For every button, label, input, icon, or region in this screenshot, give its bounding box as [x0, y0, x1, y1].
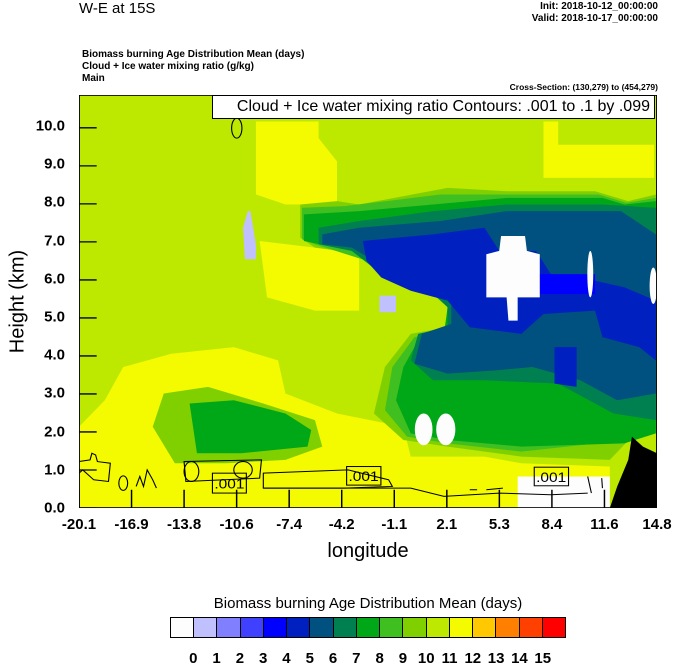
region-age-8: [189, 400, 312, 454]
cross-section-plot: .001 .001 .001: [79, 95, 657, 508]
region-age-12: [79, 347, 610, 508]
y-tick-label: 6.0: [44, 270, 65, 288]
x-tick-label: 8.4: [541, 516, 563, 533]
y-tick-label: 5.0: [44, 308, 65, 326]
colorbar-swatch: [171, 618, 195, 637]
colorbar-label: 0: [189, 650, 198, 667]
cloud-contours: [79, 117, 603, 497]
colorbar-swatch: [240, 618, 264, 637]
colorbar-swatch: [287, 618, 311, 637]
x-tick-label: -7.4: [276, 516, 303, 533]
colorbar-swatch: [449, 618, 474, 637]
subtitle-field: Biomass burning Age Distribution Mean (d…: [82, 49, 305, 60]
region-age-1: [379, 295, 397, 313]
contour-legend: Cloud + Ice water mixing ratio Contours:…: [212, 95, 655, 119]
colorbar-swatch: [194, 618, 218, 637]
svg-text:.001: .001: [214, 477, 244, 492]
subtitle-run: Main: [82, 73, 105, 84]
y-tick-label: 0.0: [44, 499, 65, 517]
region-age-1: [243, 211, 256, 260]
colorbar-swatch: [519, 618, 543, 637]
region-age-0: [414, 413, 433, 446]
region-age-0: [517, 476, 610, 508]
contour-label: .001: [346, 466, 382, 486]
y-tick-label: 4.0: [44, 346, 65, 364]
region-age-0: [486, 235, 540, 321]
y-tick-label: 10.0: [35, 117, 65, 135]
region-age-0: [587, 250, 594, 298]
region-age-12: [259, 240, 360, 311]
colorbar-swatch: [333, 618, 357, 637]
x-tick-label: -16.9: [114, 516, 149, 533]
y-tick-label: 1.0: [44, 461, 65, 479]
colorbar-label: 3: [259, 650, 268, 667]
colorbar-label: 4: [282, 650, 291, 667]
x-tick-label: -20.1: [61, 516, 97, 533]
init-time: Init: 2018-10-12_00:00:00: [540, 1, 658, 12]
y-tick-label: 2.0: [44, 423, 65, 441]
colorbar-label: 15: [534, 650, 552, 667]
colorbar-label: 5: [305, 650, 314, 667]
colorbar-label: 1: [212, 650, 221, 667]
cross-section-label: Cross-Section: (130,279) to (454,279): [509, 82, 658, 92]
colorbar-label: 12: [464, 650, 482, 667]
x-tick-label: 5.3: [488, 516, 510, 533]
colorbar-label: 9: [398, 650, 408, 667]
x-tick-label: -1.1: [381, 516, 408, 533]
colorbar: [170, 617, 566, 638]
colorbar-swatch: [380, 618, 404, 637]
region-age-0: [436, 413, 456, 446]
colorbar-label: 10: [417, 650, 435, 667]
subtitle-contour: Cloud + Ice water mixing ratio (g/kg): [82, 61, 254, 72]
region-age-4: [539, 274, 596, 295]
region-age-12: [543, 121, 655, 178]
y-tick-label: 9.0: [44, 155, 65, 173]
colorbar-swatch: [426, 618, 450, 637]
x-tick-label: 14.8: [642, 516, 672, 533]
x-tick-label: -4.2: [328, 516, 355, 533]
colorbar-swatch: [542, 618, 565, 637]
colorbar-swatch: [263, 618, 288, 637]
contour-label: .001: [211, 472, 247, 494]
colorbar-label: 11: [441, 650, 458, 667]
terrain: [609, 436, 657, 508]
colorbar-swatch: [473, 618, 497, 637]
y-tick-label: 3.0: [44, 384, 65, 402]
y-tick-label: 7.0: [44, 232, 65, 250]
y-tick-label: 8.0: [44, 193, 65, 211]
region-age-0: [649, 267, 657, 304]
colorbar-swatch: [356, 618, 381, 637]
colorbar-swatch: [217, 618, 241, 637]
x-tick-label: 11.6: [590, 516, 619, 533]
colorbar-label: 14: [511, 650, 528, 667]
svg-text:.001: .001: [349, 470, 379, 485]
colorbar-swatch: [496, 618, 520, 637]
colorbar-label: 2: [235, 650, 245, 667]
colorbar-swatch: [403, 618, 427, 637]
plot-title: W-E at 15S: [79, 0, 156, 17]
colorbar-label: 6: [328, 650, 338, 667]
x-axis-label: longitude: [327, 540, 409, 562]
colorbar-label: 8: [375, 650, 384, 667]
contour-label: .001: [533, 466, 570, 487]
colorbar-label: 7: [352, 650, 361, 667]
x-tick-label: -13.8: [166, 516, 202, 533]
x-tick-label: -10.6: [219, 516, 254, 533]
colorbar-label: 13: [487, 650, 505, 667]
colorbar-title: Biomass burning Age Distribution Mean (d…: [213, 595, 523, 612]
svg-text:.001: .001: [536, 470, 566, 485]
x-tick-label: 2.1: [436, 516, 458, 533]
y-axis-label: Height (km): [6, 249, 29, 354]
region-age-12: [255, 121, 338, 205]
region-age-5: [554, 347, 577, 387]
colorbar-swatch: [310, 618, 334, 637]
valid-time: Valid: 2018-10-17_00:00:00: [531, 13, 658, 24]
